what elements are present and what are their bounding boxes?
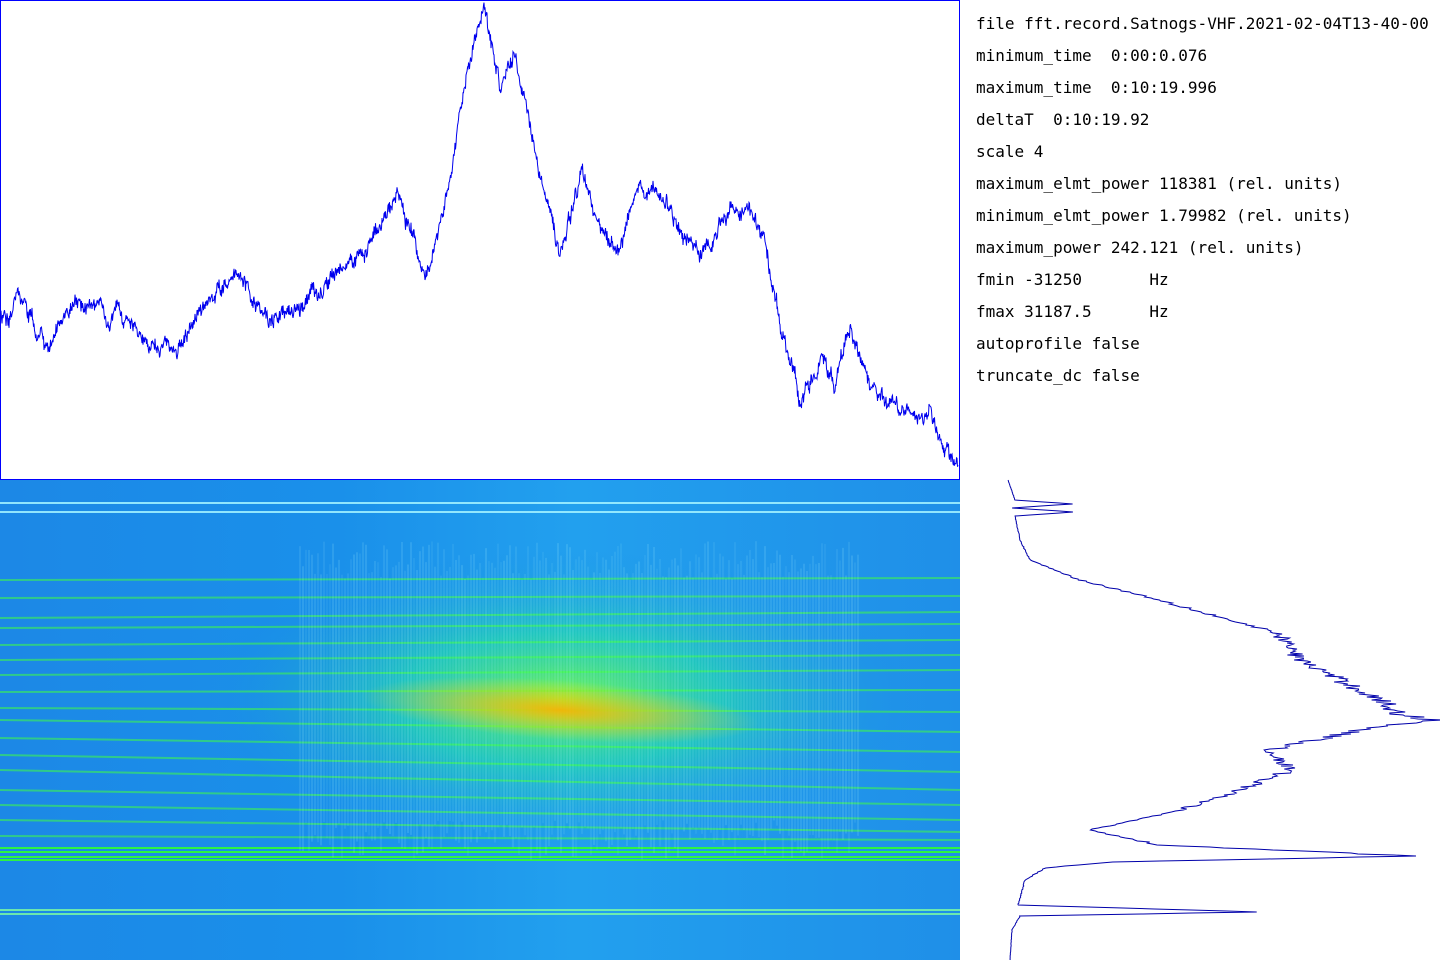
- info-line: minimum_time 0:00:0.076: [976, 46, 1208, 65]
- spectral-line: [0, 789, 961, 806]
- info-line: autoprofile false: [976, 334, 1140, 353]
- spectrogram: [0, 480, 961, 960]
- info-line: fmin -31250 Hz: [976, 270, 1169, 289]
- spectral-line: [0, 835, 961, 841]
- spectral-line: [0, 804, 961, 821]
- spectral-line: [0, 654, 961, 661]
- power-plot-frame: [0, 0, 960, 480]
- spectral-line: [0, 669, 961, 676]
- info-line: file fft.record.Satnogs-VHF.2021-02-04T1…: [976, 14, 1429, 33]
- info-line: minimum_elmt_power 1.79982 (rel. units): [976, 206, 1352, 225]
- spectral-line: [0, 577, 961, 581]
- info-line: maximum_power 242.121 (rel. units): [976, 238, 1304, 257]
- info-line: maximum_time 0:10:19.996: [976, 78, 1217, 97]
- spectral-line: [0, 595, 961, 599]
- spectral-line: [0, 639, 961, 646]
- power-trace: [0, 2, 959, 467]
- info-line: truncate_dc false: [976, 366, 1140, 385]
- spectral-line: [0, 623, 961, 629]
- info-panel: file fft.record.Satnogs-VHF.2021-02-04T1…: [976, 8, 1440, 392]
- spectral-line: [0, 769, 961, 791]
- info-line: fmax 31187.5 Hz: [976, 302, 1169, 321]
- info-line: maximum_elmt_power 118381 (rel. units): [976, 174, 1343, 193]
- frequency-profile: [1007, 479, 1440, 960]
- spectral-line: [0, 611, 961, 619]
- spectral-line: [0, 819, 961, 833]
- info-line: deltaT 0:10:19.92: [976, 110, 1150, 129]
- spectral-line: [0, 754, 961, 773]
- signal-peak: [360, 676, 760, 744]
- spectral-line: [0, 737, 961, 753]
- info-line: scale 4: [976, 142, 1044, 161]
